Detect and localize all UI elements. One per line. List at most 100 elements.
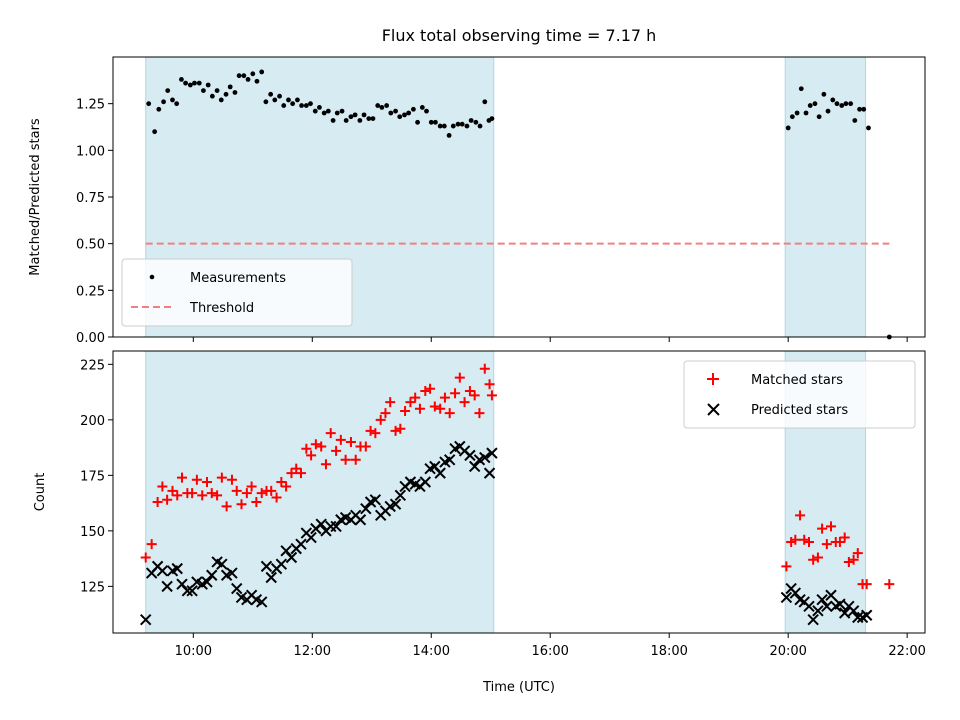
bottom-matched-stars-point (266, 485, 277, 496)
top-measurements-point (473, 119, 479, 125)
bottom-matched-stars-point (450, 388, 461, 399)
top-measurements-point (789, 114, 795, 120)
bottom-predicted-stars-point (468, 460, 481, 473)
top-measurements-point (339, 108, 345, 114)
bottom-x-tick-label: 14:00 (413, 644, 450, 659)
top-measurements-point (816, 114, 822, 120)
bottom-predicted-stars-point (816, 593, 828, 606)
bottom-matched-stars-point (799, 534, 810, 545)
top-measurements-point (415, 119, 420, 125)
bottom-predicted-stars-point (803, 600, 815, 613)
bottom-predicted-stars-point (231, 582, 243, 595)
bottom-matched-stars-point (231, 485, 242, 496)
bottom-matched-stars-point (320, 459, 331, 470)
bottom-predicted-stars-point (389, 498, 402, 510)
top-measurements-point (187, 82, 193, 88)
top-measurements-point (361, 112, 367, 118)
bottom-x-tick-label: 10:00 (175, 644, 212, 659)
bottom-axes-frame (112, 350, 926, 634)
bottom-matched-stars-point (216, 472, 227, 483)
top-measurements-point (450, 123, 456, 129)
bottom-predicted-stars-point (330, 520, 342, 533)
bottom-predicted-stars-point (181, 585, 194, 597)
top-y-tick-label: 0.50 (76, 238, 105, 253)
bottom-predicted-stars-point (201, 576, 213, 588)
bottom-matched-stars-point (276, 477, 287, 488)
bottom-predicted-stars-point (812, 605, 824, 617)
top-measurements-point (375, 103, 381, 108)
bottom-predicted-stars-point (186, 585, 198, 597)
bottom-matched-stars-point (843, 556, 854, 567)
top-measurements-point (433, 119, 438, 125)
bottom-matched-stars-point (464, 385, 475, 396)
bottom-predicted-stars-point (464, 449, 476, 462)
top-measurements-point (183, 80, 188, 86)
bottom-matched-stars-point (439, 392, 450, 403)
bottom-matched-stars-point (345, 437, 356, 448)
top-measurements-point (428, 119, 434, 125)
bottom-predicted-stars-point (419, 476, 432, 488)
top-measurements-point (477, 123, 483, 129)
top-measurements-point (411, 106, 416, 112)
top-y-tick-label: 0.75 (76, 191, 105, 206)
bottom-x-tick-label: 12:00 (294, 644, 331, 659)
bottom-predicted-stars-point (260, 560, 273, 573)
legend-predicted-marker (707, 403, 720, 416)
top-measurements-point (334, 110, 340, 116)
top-legend: Measurements Threshold (121, 258, 353, 327)
bottom-matched-stars-point (834, 536, 845, 547)
bottom-matched-stars-point (271, 492, 282, 503)
bottom-matched-stars-point (425, 383, 436, 394)
bottom-matched-stars-point (316, 441, 327, 452)
bottom-matched-stars-point (400, 405, 411, 416)
bottom-matched-stars-point (852, 548, 863, 559)
bottom-matched-stars-point (808, 554, 819, 565)
bottom-matched-stars-point (781, 561, 792, 572)
top-y-axis-label: Matched/Predicted stars (28, 118, 43, 276)
top-measurements-point (223, 91, 229, 97)
bottom-predicted-stars-point (479, 451, 491, 464)
top-measurements-point (384, 103, 390, 108)
bottom-matched-stars-point (162, 494, 173, 505)
bottom-legend: Matched stars Predicted stars (683, 360, 916, 429)
bottom-matched-stars-point (861, 579, 872, 590)
top-measurements-point (393, 108, 398, 114)
bottom-matched-stars-point (251, 496, 262, 507)
top-measurements-point (357, 118, 363, 123)
bottom-matched-stars-point (306, 450, 317, 461)
top-measurements-point (174, 101, 180, 107)
top-measurements-point (406, 110, 412, 116)
bottom-panel: 125 150 175 200 225 10:00 12:00 14:00 16:00 18:0… (33, 350, 926, 695)
bottom-predicted-stars-point (161, 580, 173, 593)
top-measurements-point (308, 101, 313, 107)
top-measurements-point (321, 110, 327, 116)
bottom-matched-stars-point (157, 481, 168, 492)
bottom-matched-stars-point (484, 379, 495, 390)
top-measurements-point (366, 116, 372, 121)
bottom-matched-stars-point (429, 401, 440, 412)
bottom-matched-stars-point (187, 488, 198, 499)
bottom-matched-stars-point (246, 481, 257, 492)
bottom-predicted-stars-point (140, 613, 152, 626)
top-measurements-point (437, 123, 443, 129)
bottom-matched-stars-point (812, 552, 823, 563)
bottom-predicted-stars-point (216, 558, 228, 570)
top-y-axis: 0.00 0.25 0.50 0.75 1.00 1.25 (76, 98, 113, 346)
top-measurements-point (441, 123, 447, 129)
bottom-matched-stars-point (839, 532, 850, 543)
top-measurements-point (446, 133, 452, 138)
top-measurements-point (317, 105, 322, 110)
bottom-matched-stars-point (325, 428, 336, 439)
bottom-matched-stars-point (454, 372, 465, 383)
top-measurements-point (236, 73, 242, 79)
bottom-x-tick-label: 16:00 (531, 644, 568, 659)
bottom-predicted-stars-point (265, 571, 277, 584)
bottom-predicted-stars-point (825, 589, 837, 601)
bottom-predicted-stars-point (360, 502, 372, 515)
bottom-matched-stars-point (167, 485, 178, 496)
top-measurements-point (834, 101, 840, 107)
bottom-predicted-stars-point (852, 611, 864, 624)
top-measurements-point (196, 80, 202, 86)
bottom-predicted-stars-point (780, 591, 793, 604)
